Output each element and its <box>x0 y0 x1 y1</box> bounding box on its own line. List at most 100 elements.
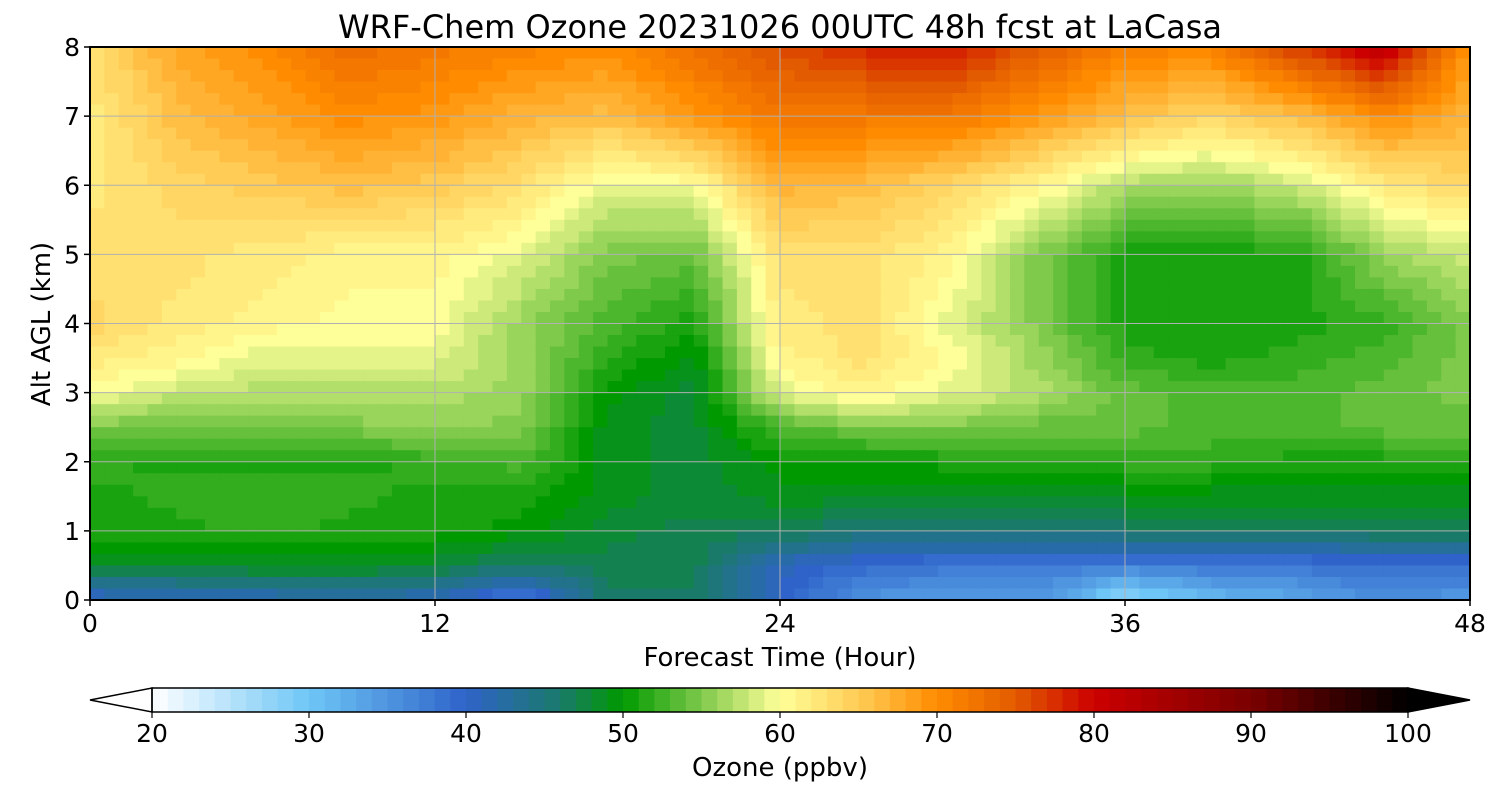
heatmap-cell <box>765 507 781 520</box>
heatmap-cell <box>1326 530 1342 543</box>
heatmap-cell <box>147 553 163 567</box>
heatmap-cell <box>1412 47 1428 60</box>
heatmap-cell <box>161 81 177 94</box>
heatmap-cell <box>334 576 350 590</box>
heatmap-cell <box>794 358 810 371</box>
heatmap-cell <box>1441 231 1457 244</box>
heatmap-cell <box>550 162 565 175</box>
heatmap-cell <box>492 484 508 497</box>
heatmap-cell <box>1225 473 1241 486</box>
heatmap-cell <box>291 553 307 567</box>
heatmap-cell <box>334 404 350 417</box>
heatmap-cell <box>176 185 192 198</box>
heatmap-cell <box>1355 530 1370 543</box>
heatmap-cell <box>736 277 752 290</box>
heatmap-cell <box>133 335 149 348</box>
heatmap-cell <box>909 93 925 106</box>
heatmap-cell <box>1168 81 1184 94</box>
heatmap-cell <box>981 311 997 325</box>
heatmap-cell <box>736 104 752 117</box>
heatmap-cell <box>751 404 767 417</box>
heatmap-cell <box>995 461 1011 474</box>
heatmap-cell <box>435 127 450 140</box>
heatmap-cell <box>665 277 680 290</box>
heatmap-cell <box>1053 415 1069 428</box>
heatmap-cell <box>219 484 235 497</box>
heatmap-cell <box>1240 104 1255 117</box>
heatmap-cell <box>1053 47 1069 60</box>
heatmap-cell <box>1283 346 1299 359</box>
heatmap-cell <box>823 81 839 94</box>
heatmap-cell <box>1383 93 1399 106</box>
colorbar-segment <box>623 688 640 712</box>
heatmap-cell <box>1081 484 1097 497</box>
heatmap-cell <box>90 116 105 129</box>
heatmap-cell <box>291 300 307 313</box>
heatmap-cell <box>1010 81 1025 94</box>
heatmap-cell <box>1455 381 1471 394</box>
heatmap-cell <box>276 392 292 405</box>
heatmap-cell <box>751 81 767 94</box>
heatmap-cell <box>1254 588 1270 601</box>
heatmap-cell <box>1369 553 1385 567</box>
colorbar-segment <box>764 688 781 712</box>
heatmap-cell <box>348 565 364 578</box>
heatmap-cell <box>291 311 307 325</box>
heatmap-cell <box>909 139 925 152</box>
heatmap-cell <box>406 231 422 244</box>
heatmap-cell <box>1311 565 1327 578</box>
heatmap-cell <box>463 139 479 152</box>
heatmap-cell <box>765 242 781 255</box>
heatmap-cell <box>880 507 896 520</box>
heatmap-cell <box>966 116 982 129</box>
heatmap-cell <box>650 588 666 601</box>
heatmap-cell <box>535 496 551 509</box>
heatmap-cell <box>1211 496 1227 509</box>
heatmap-cell <box>851 300 867 313</box>
heatmap-cell <box>535 254 551 267</box>
heatmap-cell <box>1125 311 1140 325</box>
heatmap-cell <box>147 208 163 221</box>
heatmap-cell <box>305 588 321 601</box>
heatmap-cell <box>808 530 824 543</box>
heatmap-cell <box>118 208 134 221</box>
colorbar-tick-label: 30 <box>293 719 325 748</box>
heatmap-cell <box>377 139 393 152</box>
heatmap-cell <box>880 150 896 163</box>
heatmap-cell <box>1211 346 1227 359</box>
heatmap-cell <box>478 542 494 555</box>
heatmap-cell <box>133 576 149 590</box>
heatmap-cell <box>1153 588 1169 601</box>
heatmap-cell <box>449 404 465 417</box>
heatmap-cell <box>1383 162 1399 175</box>
heatmap-cell <box>909 346 925 359</box>
heatmap-cell <box>722 58 738 71</box>
heatmap-cell <box>995 104 1011 117</box>
heatmap-cell <box>262 588 278 601</box>
heatmap-cell <box>535 438 551 451</box>
heatmap-cell <box>1182 219 1198 232</box>
heatmap-cell <box>1240 576 1255 590</box>
heatmap-cell <box>377 70 393 83</box>
heatmap-cell <box>449 473 465 486</box>
heatmap-cell <box>363 127 379 140</box>
heatmap-cell <box>1010 173 1025 186</box>
heatmap-cell <box>866 254 882 267</box>
heatmap-cell <box>607 242 623 255</box>
heatmap-cell <box>1211 553 1227 567</box>
heatmap-cell <box>219 576 235 590</box>
heatmap-cell <box>1024 335 1040 348</box>
heatmap-cell <box>1225 70 1241 83</box>
heatmap-cell <box>233 93 249 106</box>
heatmap-cell <box>334 70 350 83</box>
heatmap-cell <box>1196 185 1212 198</box>
heatmap-cell <box>966 150 982 163</box>
heatmap-cell <box>621 507 637 520</box>
heatmap-cell <box>276 542 292 555</box>
heatmap-cell <box>895 139 910 152</box>
heatmap-cell <box>621 104 637 117</box>
heatmap-cell <box>478 438 494 451</box>
heatmap-cell <box>1010 58 1025 71</box>
heatmap-cell <box>161 242 177 255</box>
heatmap-cell <box>1297 588 1313 601</box>
